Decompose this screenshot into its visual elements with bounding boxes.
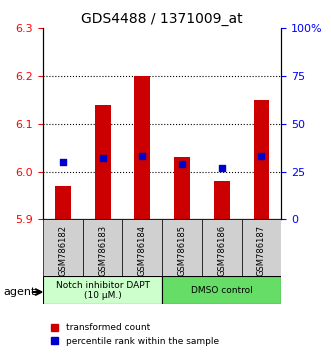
Bar <box>214 181 230 219</box>
Text: GSM786183: GSM786183 <box>98 225 107 276</box>
Point <box>60 159 66 165</box>
Text: agent: agent <box>3 287 36 297</box>
FancyBboxPatch shape <box>43 219 83 276</box>
Text: GSM786186: GSM786186 <box>217 225 226 276</box>
FancyBboxPatch shape <box>162 219 202 276</box>
Text: GSM786184: GSM786184 <box>138 225 147 276</box>
FancyBboxPatch shape <box>83 219 122 276</box>
FancyBboxPatch shape <box>242 219 281 276</box>
FancyBboxPatch shape <box>202 219 242 276</box>
Bar <box>254 100 269 219</box>
Bar <box>55 186 71 219</box>
FancyBboxPatch shape <box>122 219 162 276</box>
Point <box>140 154 145 159</box>
Text: DMSO control: DMSO control <box>191 286 253 295</box>
Bar <box>174 157 190 219</box>
Point <box>259 154 264 159</box>
Legend: transformed count, percentile rank within the sample: transformed count, percentile rank withi… <box>48 320 222 349</box>
Text: GSM786185: GSM786185 <box>177 225 187 276</box>
Text: Notch inhibitor DAPT
(10 μM.): Notch inhibitor DAPT (10 μM.) <box>56 281 150 300</box>
Bar <box>134 76 150 219</box>
FancyBboxPatch shape <box>43 276 162 304</box>
Text: GSM786187: GSM786187 <box>257 225 266 276</box>
FancyBboxPatch shape <box>162 276 281 304</box>
Point <box>179 161 185 167</box>
Point <box>100 155 105 161</box>
Text: GSM786182: GSM786182 <box>58 225 68 276</box>
Point <box>219 165 224 171</box>
Title: GDS4488 / 1371009_at: GDS4488 / 1371009_at <box>81 12 243 26</box>
Bar <box>95 105 111 219</box>
